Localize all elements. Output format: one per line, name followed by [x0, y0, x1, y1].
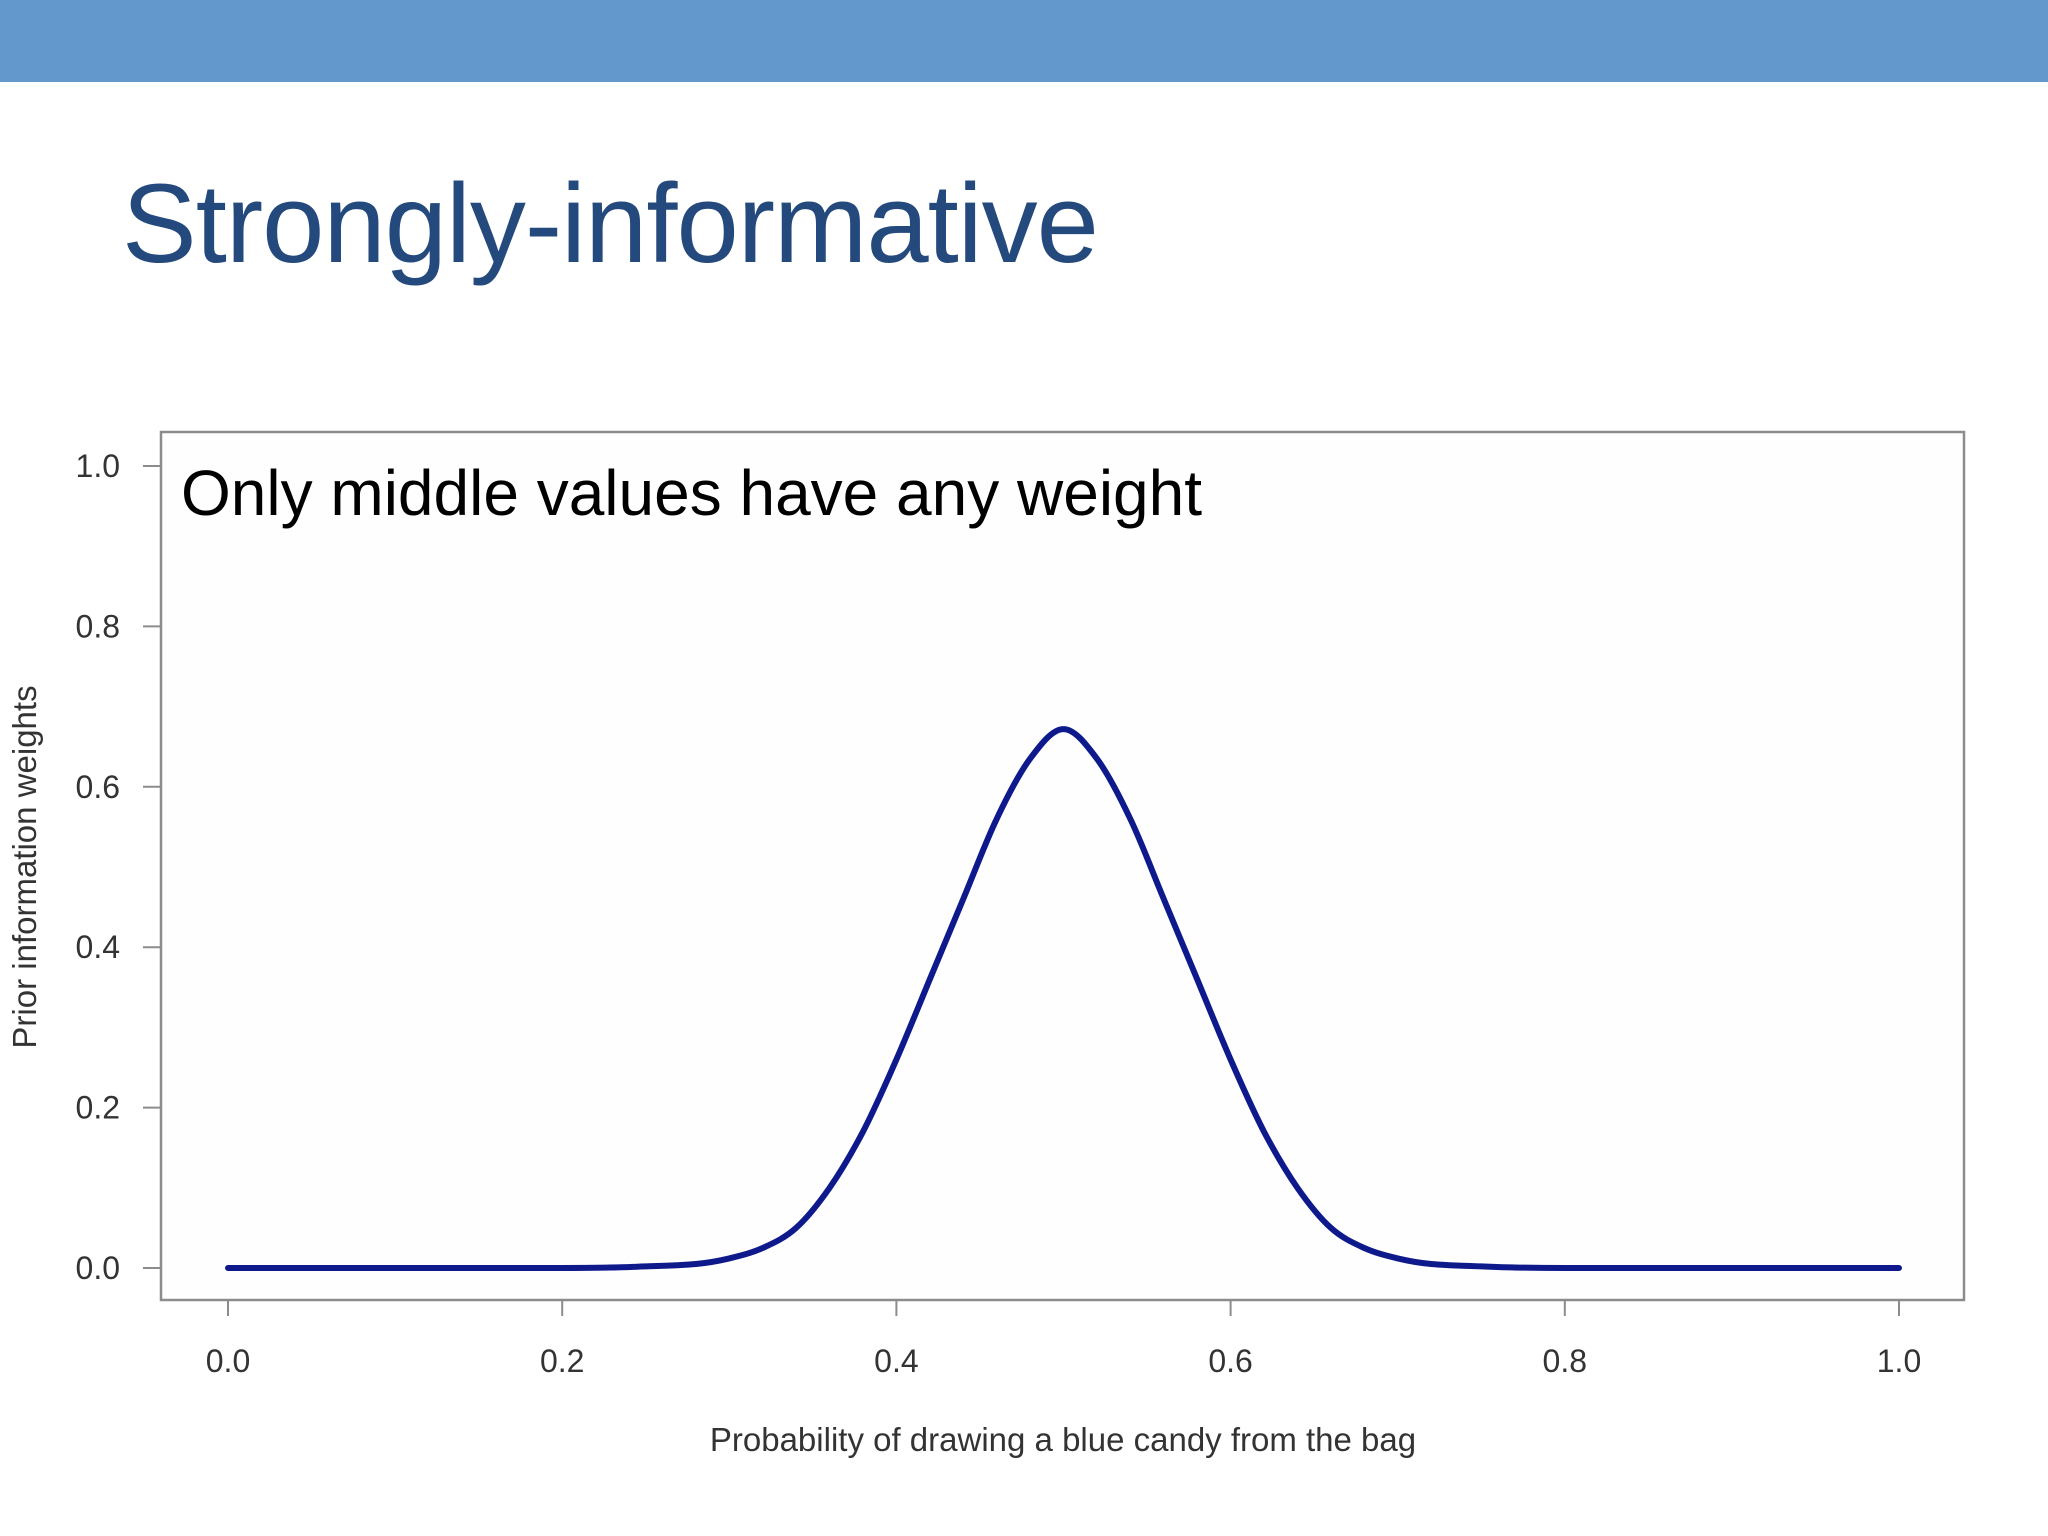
- x-tick-label-5: 1.0: [1877, 1343, 1921, 1379]
- y-tick-label-1: 0.2: [76, 1090, 120, 1126]
- x-tick-label-3: 0.6: [1208, 1343, 1252, 1379]
- top-accent-bar: [0, 0, 2048, 82]
- chart-plot-layer: Only middle values have any weight Proba…: [6, 430, 1966, 1458]
- y-tick-label-2: 0.4: [76, 929, 120, 965]
- y-tick-label-3: 0.6: [76, 769, 120, 805]
- x-tick-label-4: 0.8: [1543, 1343, 1587, 1379]
- y-axis-label: Prior information weights: [6, 685, 43, 1048]
- x-tick-label-0: 0.0: [206, 1343, 250, 1379]
- x-tick-label-1: 0.2: [540, 1343, 584, 1379]
- chart-annotation: Only middle values have any weight: [181, 457, 1202, 529]
- x-axis-label: Probability of drawing a blue candy from…: [710, 1421, 1416, 1458]
- plot-frame: [159, 430, 1966, 1302]
- y-tick-label-5: 1.0: [76, 448, 120, 484]
- x-tick-label-2: 0.4: [874, 1343, 918, 1379]
- slide-title: Strongly-informative: [122, 161, 1099, 286]
- y-tick-label-0: 0.0: [76, 1250, 120, 1286]
- series-line-0: [225, 726, 1902, 1272]
- y-tick-label-4: 0.8: [76, 608, 120, 644]
